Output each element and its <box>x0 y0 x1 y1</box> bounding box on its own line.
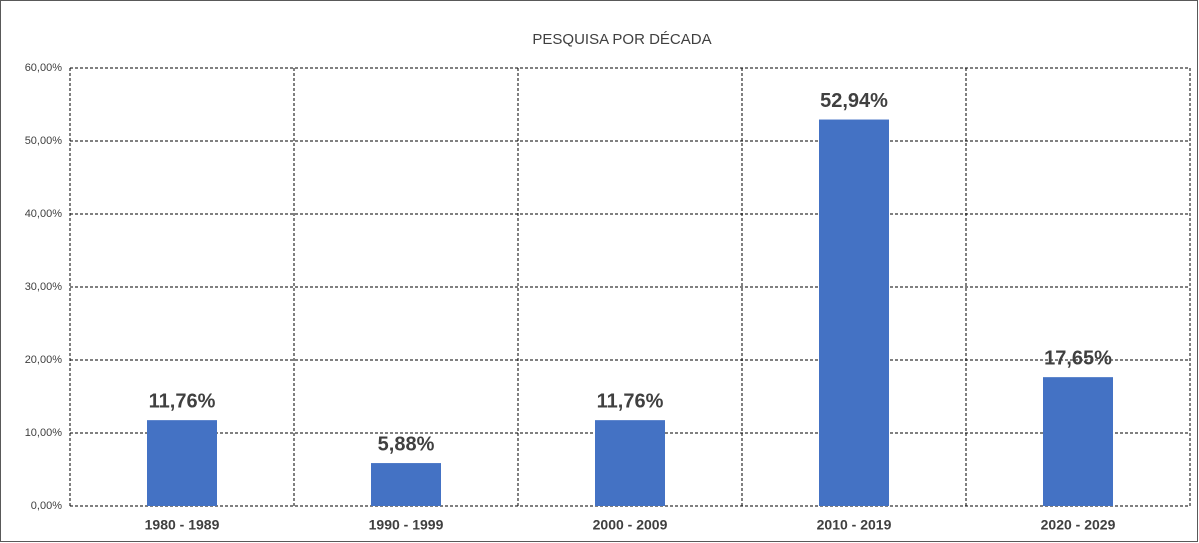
x-tick-label: 1990 - 1999 <box>369 517 444 533</box>
x-tick-label: 2020 - 2029 <box>1041 517 1116 533</box>
y-tick-label: 20,00% <box>25 354 63 366</box>
data-label: 5,88% <box>378 433 435 455</box>
data-label: 17,65% <box>1044 347 1112 369</box>
x-tick-label: 2010 - 2019 <box>817 517 892 533</box>
y-tick-label: 0,00% <box>31 500 62 512</box>
chart-title: PESQUISA POR DÉCADA <box>532 31 711 48</box>
x-tick-label: 2000 - 2009 <box>593 517 668 533</box>
data-label: 52,94% <box>820 90 888 112</box>
y-tick-label: 10,00% <box>25 427 63 439</box>
y-tick-label: 50,00% <box>25 135 63 147</box>
data-label: 11,76% <box>597 390 664 412</box>
bar <box>595 420 665 506</box>
bar <box>147 420 217 506</box>
y-tick-label: 60,00% <box>25 62 63 74</box>
y-tick-label: 40,00% <box>25 208 63 220</box>
data-label: 11,76% <box>149 390 216 412</box>
x-tick-label: 1980 - 1989 <box>145 517 220 533</box>
bar <box>819 119 889 507</box>
y-tick-label: 30,00% <box>25 281 63 293</box>
bar <box>371 463 441 506</box>
bar <box>1043 377 1113 506</box>
